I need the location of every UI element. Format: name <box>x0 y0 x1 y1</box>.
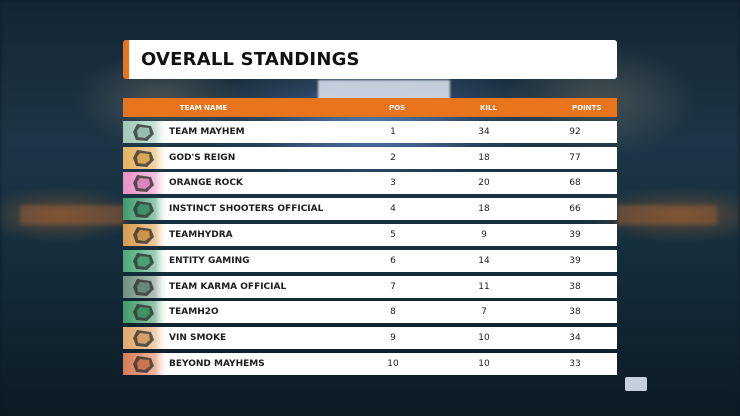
vin-smoke-logo-icon <box>123 327 169 350</box>
kill-value: 10 <box>478 358 490 369</box>
kill-value: 18 <box>478 204 490 215</box>
table-row: TEAMHYDRA 5 9 39 <box>123 223 617 246</box>
team-name: TEAM MAYHEM <box>169 126 245 137</box>
instinct-shooters-logo-icon <box>123 198 169 221</box>
position-value: 7 <box>390 281 396 292</box>
kill-value: 10 <box>478 333 490 344</box>
kill-value: 11 <box>478 281 490 292</box>
column-header-kill: KILL <box>480 103 497 112</box>
table-row: VIN SMOKE 9 10 34 <box>123 327 617 350</box>
points-value: 92 <box>569 126 581 137</box>
table-row: GOD'S REIGN 2 18 77 <box>123 146 617 169</box>
gods-reign-logo-icon <box>123 146 169 169</box>
position-value: 9 <box>390 333 396 344</box>
position-value: 2 <box>390 152 396 163</box>
points-value: 77 <box>569 152 581 163</box>
page-title: OVERALL STANDINGS <box>141 49 360 70</box>
table-row: TEAM MAYHEM 1 34 92 <box>123 120 617 143</box>
standings-table: TEAM NAME POS KILL POINTS TEAM MAYHEM 1 34… <box>123 98 617 375</box>
side-banner-right <box>617 205 717 225</box>
corner-badge <box>625 377 647 391</box>
table-row: BEYOND MAYHEMS 10 10 33 <box>123 352 617 375</box>
team-name: TEAM KARMA OFFICIAL <box>169 281 287 292</box>
table-row: TEAMH2O 8 7 38 <box>123 301 617 324</box>
points-value: 38 <box>569 307 581 318</box>
teamhydra-logo-icon <box>123 223 169 246</box>
column-header-team: TEAM NAME <box>179 103 228 112</box>
points-value: 39 <box>569 229 581 240</box>
teamh2o-logo-icon <box>123 301 169 324</box>
team-name: TEAMH2O <box>169 307 219 318</box>
column-header-points: POINTS <box>572 103 602 112</box>
points-value: 66 <box>569 204 581 215</box>
team-name: INSTINCT SHOOTERS OFFICIAL <box>169 204 324 215</box>
points-value: 38 <box>569 281 581 292</box>
points-value: 34 <box>569 333 581 344</box>
position-value: 6 <box>390 255 396 266</box>
position-value: 10 <box>387 358 399 369</box>
kill-value: 20 <box>478 178 490 189</box>
side-banner-left <box>20 205 124 225</box>
table-body: TEAM MAYHEM 1 34 92 GOD'S REIGN 2 18 77 ORANGE R… <box>123 120 617 375</box>
team-name: ORANGE ROCK <box>169 178 243 189</box>
position-value: 3 <box>390 178 396 189</box>
beyond-mayhems-logo-icon <box>123 352 169 375</box>
points-value: 39 <box>569 255 581 266</box>
arena-screen <box>318 80 450 102</box>
title-bar: OVERALL STANDINGS <box>123 40 617 79</box>
position-value: 5 <box>390 229 396 240</box>
kill-value: 9 <box>481 229 487 240</box>
mayhem-logo-icon <box>123 120 169 143</box>
team-name: BEYOND MAYHEMS <box>169 358 265 369</box>
table-header: TEAM NAME POS KILL POINTS <box>123 98 617 117</box>
position-value: 8 <box>390 307 396 318</box>
team-name: TEAMHYDRA <box>169 229 233 240</box>
kill-value: 14 <box>478 255 490 266</box>
orange-rock-logo-icon <box>123 172 169 195</box>
team-name: ENTITY GAMING <box>169 255 250 266</box>
team-karma-logo-icon <box>123 275 169 298</box>
team-name: VIN SMOKE <box>169 333 227 344</box>
points-value: 68 <box>569 178 581 189</box>
entity-gaming-logo-icon <box>123 249 169 272</box>
position-value: 1 <box>390 126 396 137</box>
team-name: GOD'S REIGN <box>169 152 236 163</box>
table-row: TEAM KARMA OFFICIAL 7 11 38 <box>123 275 617 298</box>
column-header-pos: POS <box>389 103 406 112</box>
kill-value: 18 <box>478 152 490 163</box>
kill-value: 34 <box>478 126 490 137</box>
points-value: 33 <box>569 358 581 369</box>
table-row: ENTITY GAMING 6 14 39 <box>123 249 617 272</box>
position-value: 4 <box>390 204 396 215</box>
kill-value: 7 <box>481 307 487 318</box>
table-row: INSTINCT SHOOTERS OFFICIAL 4 18 66 <box>123 198 617 221</box>
table-row: ORANGE ROCK 3 20 68 <box>123 172 617 195</box>
